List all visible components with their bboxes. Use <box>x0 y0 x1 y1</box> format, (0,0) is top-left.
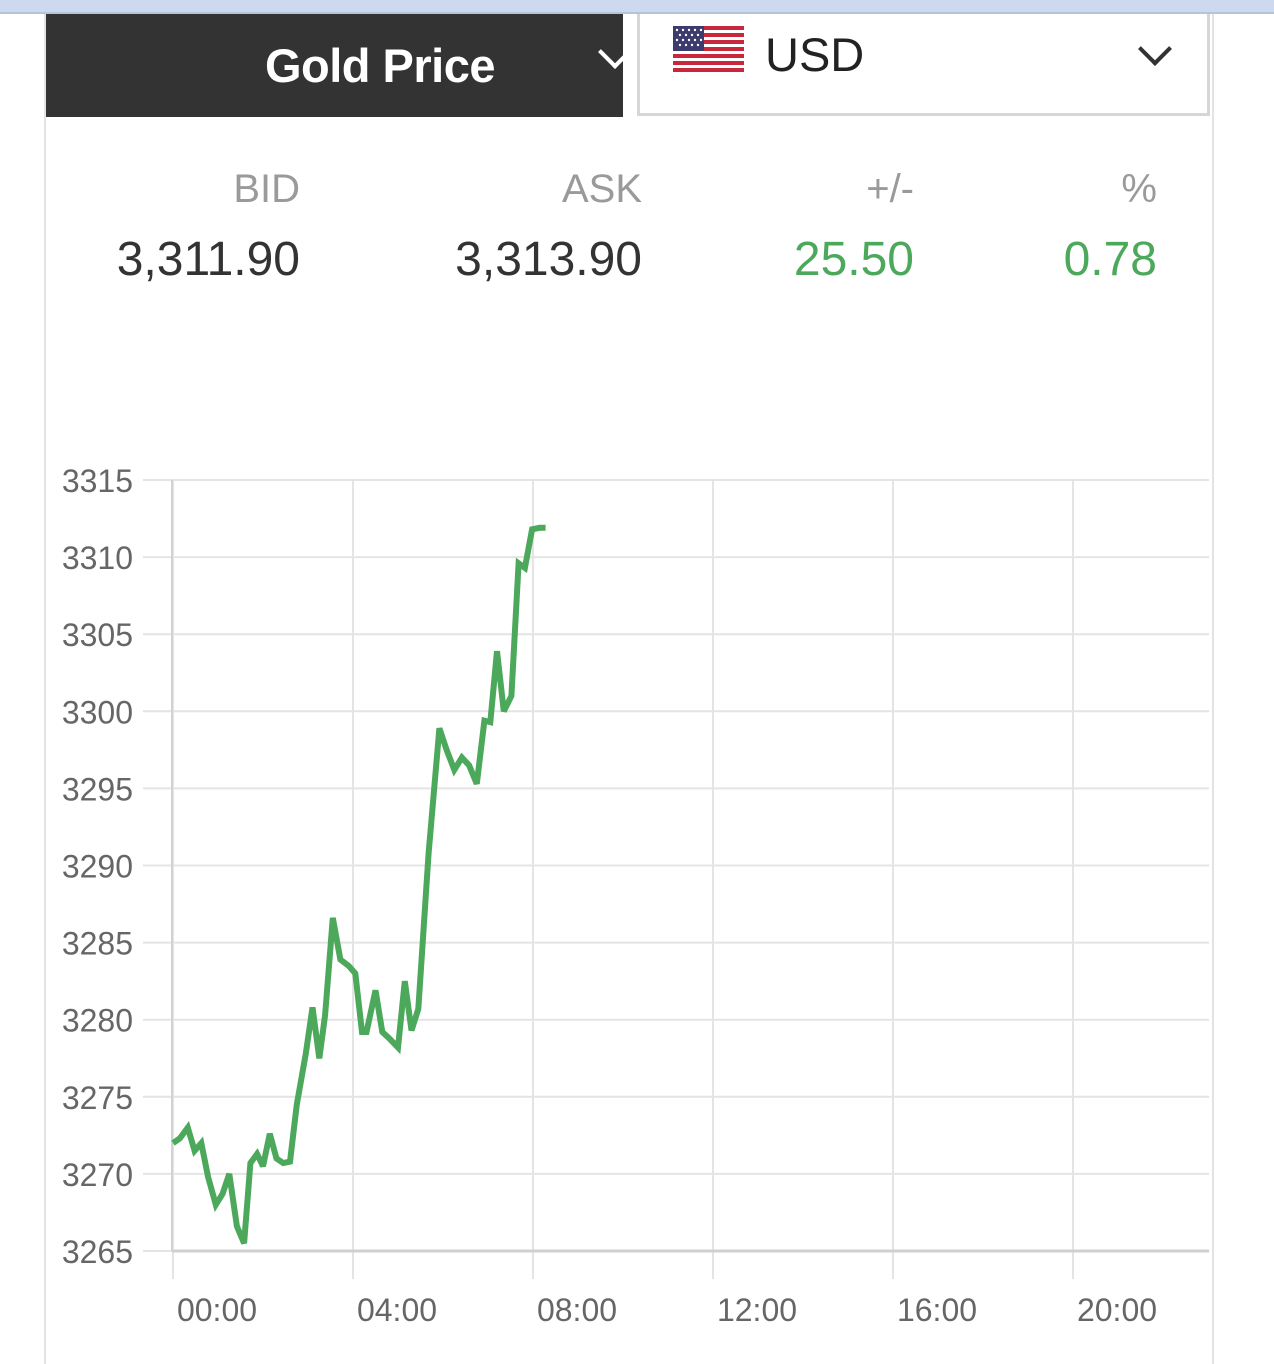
metal-select[interactable]: Gold Price <box>46 14 632 117</box>
change-label: +/- <box>866 167 914 211</box>
y-tick-label: 3305 <box>62 617 133 653</box>
y-tick-label: 3290 <box>62 849 133 885</box>
x-tick-label: 20:00 <box>1077 1292 1157 1328</box>
gold-price-widget <box>44 14 1214 1364</box>
y-tick-label: 3285 <box>62 926 133 962</box>
change-column: +/- 25.50 <box>700 167 914 287</box>
y-tick-label: 3310 <box>62 540 133 576</box>
y-tick-label: 3295 <box>62 771 133 807</box>
y-tick-label: 3300 <box>62 694 133 730</box>
x-tick-label: 04:00 <box>357 1292 437 1328</box>
ask-value: 3,313.90 <box>455 233 642 286</box>
percent-value: 0.78 <box>1063 233 1157 286</box>
metal-select-label: Gold Price <box>264 39 496 92</box>
y-tick-label: 3265 <box>62 1234 133 1270</box>
x-tick-label: 12:00 <box>717 1292 797 1328</box>
y-tick-label: 3275 <box>62 1080 133 1116</box>
change-value: 25.50 <box>793 233 914 286</box>
y-tick-label: 3280 <box>62 1003 133 1039</box>
y-tick-label: 3270 <box>62 1157 133 1193</box>
ask-label: ASK <box>561 167 642 211</box>
ask-column: ASK 3,313.90 <box>380 167 642 287</box>
bid-label: BID <box>233 167 300 211</box>
x-tick-label: 08:00 <box>537 1292 617 1328</box>
bid-column: BID 3,311.90 <box>60 167 300 287</box>
percent-column: % 0.78 <box>980 167 1157 287</box>
browser-top-strip <box>0 0 1274 14</box>
currency-select-label: USD <box>765 28 865 81</box>
us-flag-icon <box>673 26 744 72</box>
price-series-line <box>171 524 546 1245</box>
x-tick-label: 16:00 <box>897 1292 977 1328</box>
percent-label: % <box>1121 167 1157 211</box>
currency-select[interactable]: USD <box>637 14 1210 116</box>
x-tick-label: 00:00 <box>177 1292 257 1328</box>
y-tick-label: 3315 <box>62 463 133 499</box>
bid-value: 3,311.90 <box>116 233 300 286</box>
